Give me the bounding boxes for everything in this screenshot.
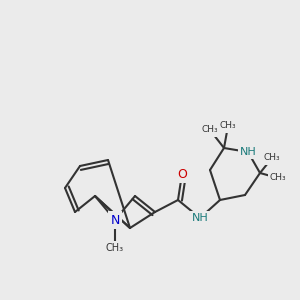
Text: CH₃: CH₃	[220, 122, 236, 130]
Text: NH: NH	[192, 213, 208, 223]
Text: CH₃: CH₃	[264, 154, 280, 163]
Text: O: O	[177, 167, 187, 181]
Text: NH: NH	[240, 147, 256, 157]
Text: CH₃: CH₃	[270, 173, 286, 182]
Text: N: N	[110, 214, 120, 226]
Text: CH₃: CH₃	[106, 243, 124, 253]
Text: CH₃: CH₃	[202, 125, 218, 134]
